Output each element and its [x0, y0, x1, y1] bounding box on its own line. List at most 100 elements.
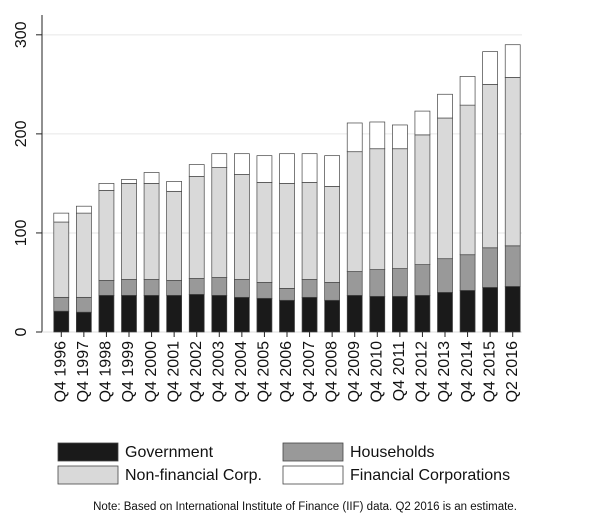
x-tick-label: Q4 2010: [369, 341, 386, 402]
bar-segment: [121, 183, 137, 280]
x-tick-label: Q4 2012: [414, 341, 431, 402]
bar-segment: [279, 153, 295, 184]
bar-segment: [346, 122, 363, 153]
bar-segment: [279, 183, 295, 289]
bar-segment: [143, 172, 160, 184]
bar-segment: [437, 117, 453, 260]
bar-segment: [98, 280, 115, 296]
bar-segment: [324, 186, 340, 283]
bar-segment: [121, 179, 137, 184]
x-tick-label: Q4 2013: [436, 341, 453, 402]
bar-segment: [121, 294, 137, 333]
bar-segment: [234, 296, 250, 333]
y-tick-label: 300: [13, 21, 30, 48]
x-tick-label: Q4 2009: [346, 341, 363, 402]
y-tick-label: 100: [13, 219, 30, 246]
bar-segment: [324, 155, 340, 187]
y-tick-label: 0: [13, 327, 30, 336]
bar-segment: [76, 205, 92, 214]
bar-segment: [76, 212, 92, 298]
bar-segment: [346, 294, 363, 333]
x-tick-label: Q4 2006: [278, 341, 295, 402]
x-tick-label: Q4 2014: [459, 341, 476, 402]
bar-segment: [143, 294, 160, 333]
bar-segment: [392, 268, 408, 297]
x-tick-label: Q4 2004: [233, 341, 250, 402]
legend-label: Financial Corporations: [350, 467, 510, 484]
x-tick-label: Q4 1997: [75, 341, 92, 402]
bar-segment: [98, 183, 115, 191]
x-tick-label: Q4 2015: [481, 341, 498, 402]
bar-segment: [414, 134, 431, 265]
bar-segment: [256, 182, 273, 283]
bar-segment: [392, 295, 408, 333]
legend-swatch: [282, 442, 344, 462]
bar-segment: [53, 296, 70, 312]
bar-segment: [188, 278, 205, 295]
bar-segment: [414, 264, 431, 296]
bar-segment: [392, 148, 408, 269]
legend-swatch: [57, 442, 119, 462]
x-tick-label: Q2 2016: [504, 341, 521, 402]
bar-segment: [346, 271, 363, 296]
bar-segment: [98, 189, 115, 281]
bar-segment: [301, 296, 318, 333]
bar-segment: [459, 254, 476, 291]
bar-segment: [166, 181, 182, 192]
bar-segment: [234, 153, 250, 175]
x-tick-label: Q4 2000: [143, 341, 160, 402]
bar-segment: [166, 294, 182, 333]
legend-label: Households: [350, 444, 435, 461]
x-tick-label: Q4 2007: [301, 341, 318, 402]
x-tick-label: Q4 1998: [98, 341, 115, 402]
bar-segment: [504, 245, 521, 287]
bar-segment: [76, 296, 92, 313]
bar-segment: [188, 176, 205, 279]
bar-segment: [459, 104, 476, 256]
bar-segment: [143, 279, 160, 296]
bar-segment: [98, 294, 115, 333]
bar-segment: [211, 277, 228, 296]
bar-segment: [256, 155, 273, 183]
bar-segment: [482, 83, 498, 249]
bar-segment: [143, 183, 160, 280]
bar-segment: [414, 110, 431, 136]
bar-segment: [234, 279, 250, 298]
bar-segment: [324, 282, 340, 301]
bar-segment: [392, 124, 408, 150]
bar-segment: [346, 151, 363, 272]
bar-segment: [369, 121, 386, 150]
legend-swatch: [57, 465, 119, 485]
legend-label: Government: [125, 444, 214, 461]
x-tick-label: Q4 2011: [391, 341, 408, 401]
bar-segment: [53, 221, 70, 298]
bar-segment: [301, 279, 318, 298]
bar-segment: [188, 164, 205, 177]
bar-segment: [459, 76, 476, 106]
bar-segment: [211, 167, 228, 278]
x-tick-label: Q4 2005: [256, 341, 273, 402]
y-tick-label: 200: [13, 120, 30, 147]
x-tick-label: Q4 2002: [188, 341, 205, 402]
bar-segment: [53, 212, 70, 223]
bar-segment: [301, 153, 318, 183]
x-tick-label: Q4 1999: [120, 341, 137, 402]
bar-segment: [459, 290, 476, 333]
bar-segment: [121, 279, 137, 296]
bar-segment: [504, 44, 521, 78]
bar-segment: [76, 311, 92, 333]
legend-swatch: [282, 465, 344, 485]
bar-segment: [166, 280, 182, 296]
bar-segment: [324, 299, 340, 333]
bar-segment: [437, 258, 453, 293]
note: Note: Based on International Institute o…: [93, 501, 517, 513]
bar-segment: [256, 282, 273, 299]
bar-segment: [301, 182, 318, 280]
bar-segment: [234, 174, 250, 280]
bar-segment: [482, 51, 498, 85]
bar-segment: [369, 269, 386, 297]
bar-segment: [279, 299, 295, 333]
bar-segment: [414, 294, 431, 333]
bar-segment: [256, 297, 273, 333]
